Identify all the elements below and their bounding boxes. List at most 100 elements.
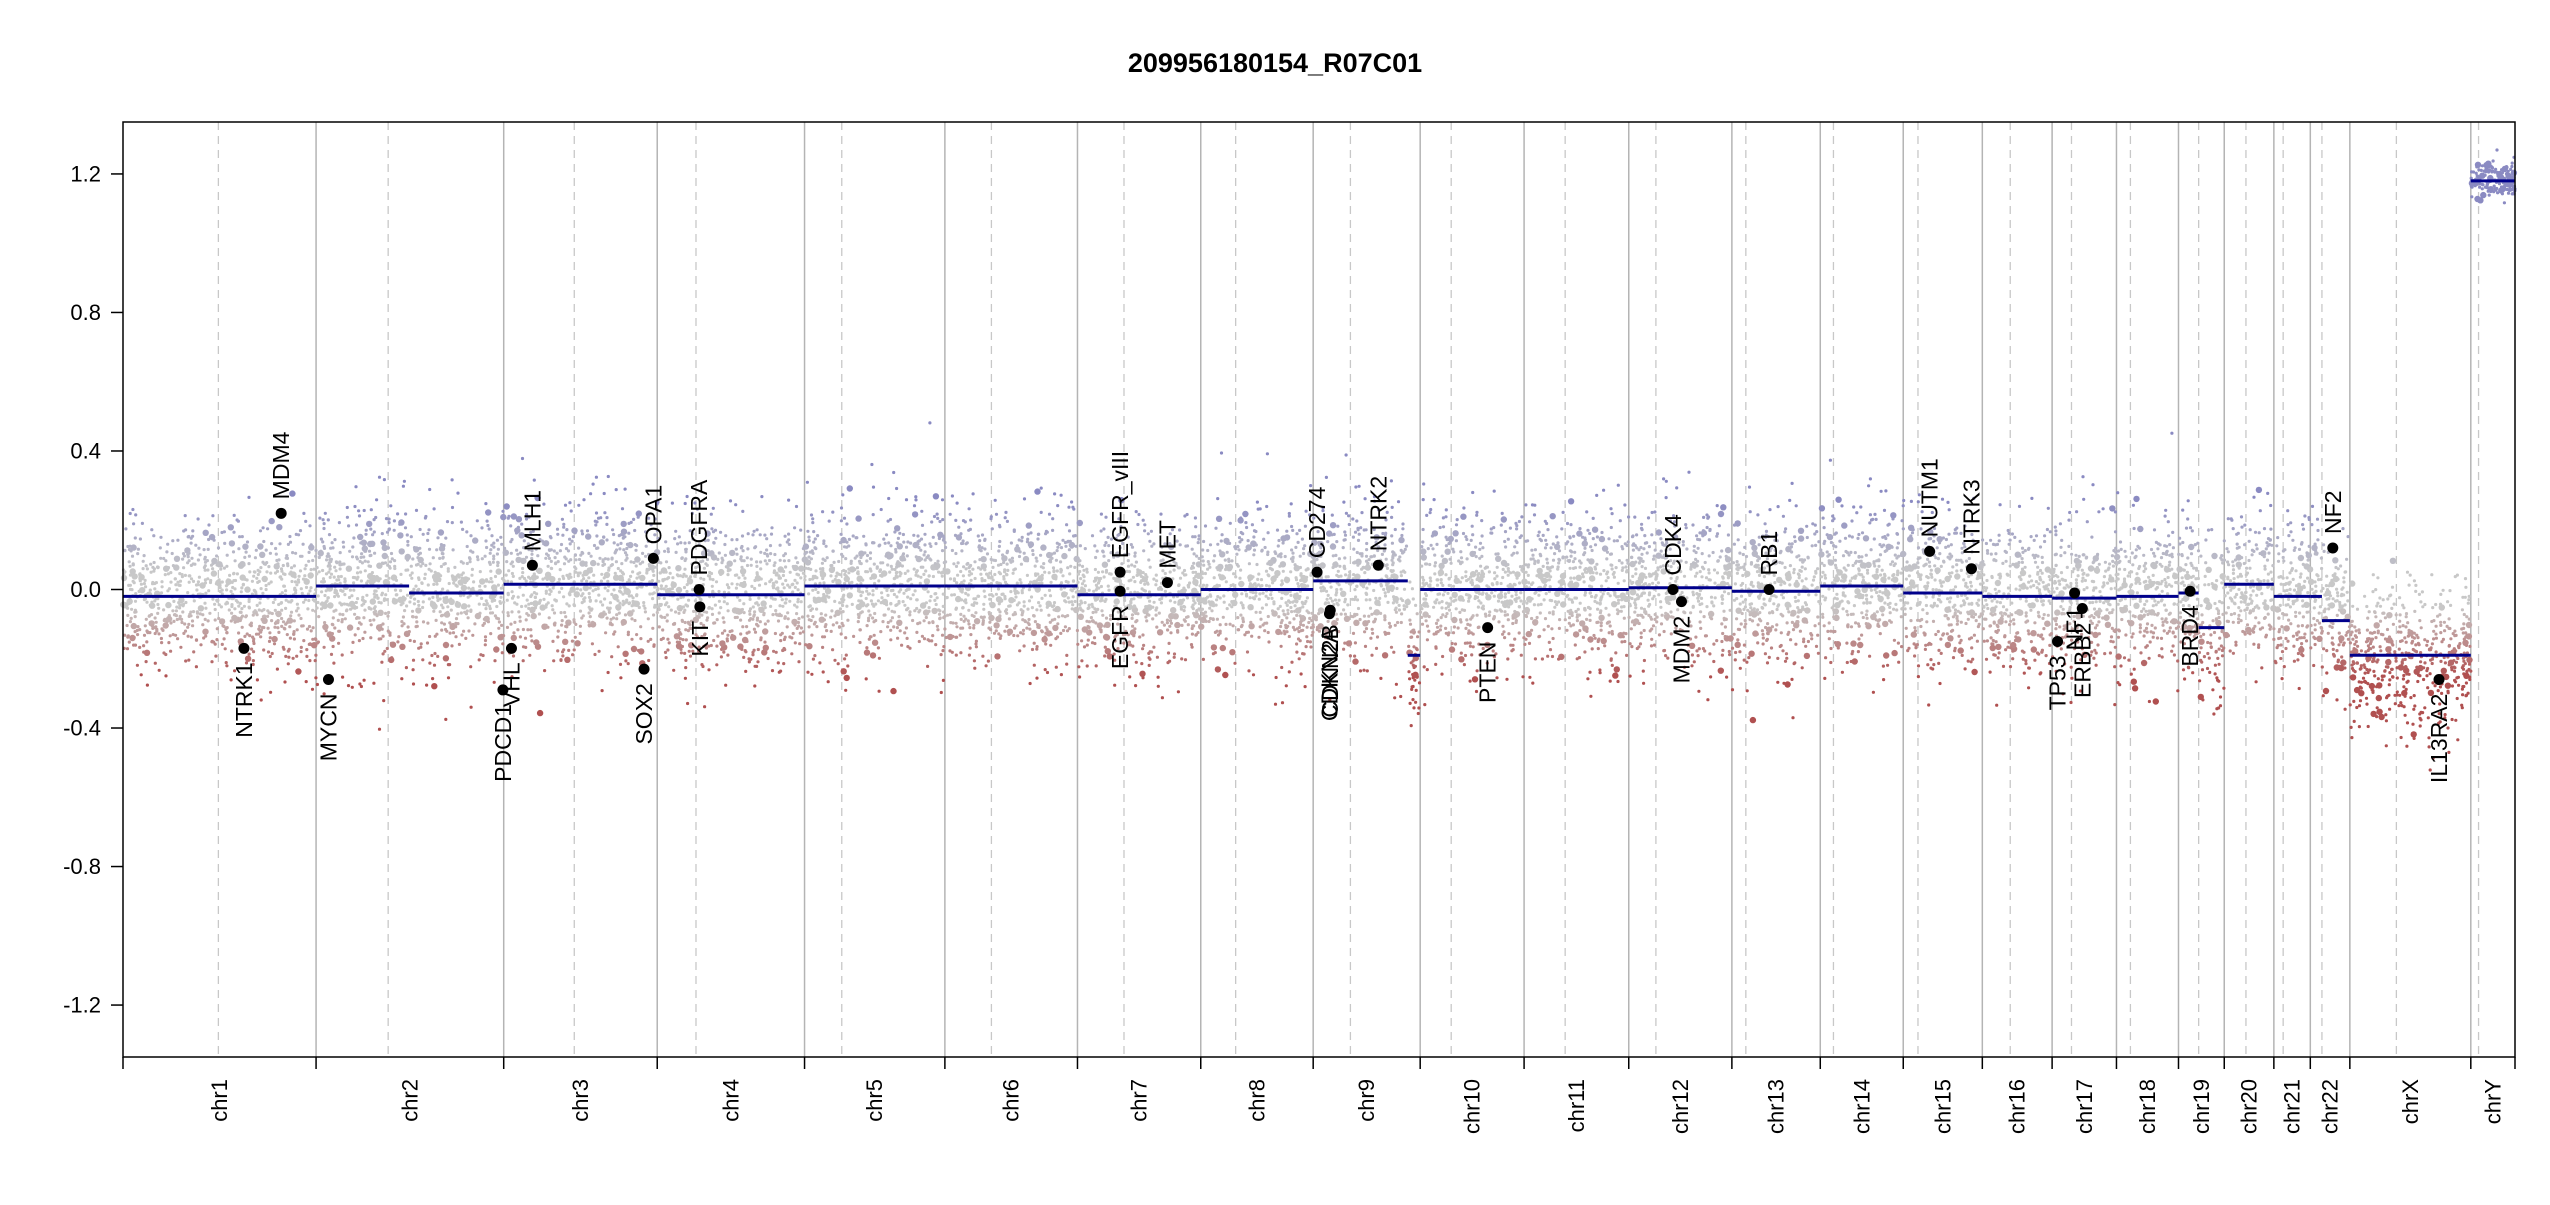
probe-point bbox=[1267, 531, 1270, 534]
probe-point bbox=[314, 610, 317, 613]
probe-point bbox=[1060, 588, 1063, 591]
probe-point bbox=[1225, 580, 1228, 583]
probe-point bbox=[223, 530, 226, 533]
probe-point bbox=[873, 563, 876, 566]
probe-point bbox=[942, 593, 945, 596]
probe-point bbox=[346, 516, 349, 519]
probe-point bbox=[444, 718, 447, 721]
probe-point bbox=[699, 577, 702, 580]
probe-point bbox=[1201, 548, 1204, 551]
probe-point bbox=[506, 580, 509, 583]
probe-point bbox=[1158, 612, 1161, 615]
probe-point bbox=[292, 657, 295, 660]
probe-point bbox=[1013, 589, 1016, 592]
probe-point bbox=[385, 517, 388, 520]
probe-point bbox=[322, 527, 325, 530]
probe-point bbox=[1222, 576, 1225, 579]
probe-point bbox=[199, 643, 202, 646]
probe-point bbox=[892, 625, 895, 628]
probe-point bbox=[628, 578, 631, 581]
probe-point bbox=[390, 642, 393, 645]
probe-point bbox=[712, 541, 715, 544]
probe-point bbox=[972, 492, 975, 495]
probe-point bbox=[714, 537, 717, 540]
probe-point bbox=[1272, 602, 1275, 605]
probe-point bbox=[1077, 520, 1083, 526]
probe-point bbox=[867, 609, 870, 612]
probe-point bbox=[188, 574, 191, 577]
probe-point bbox=[211, 598, 214, 601]
probe-point bbox=[282, 648, 285, 651]
probe-point bbox=[913, 609, 916, 612]
probe-point bbox=[1102, 527, 1105, 530]
probe-point bbox=[1184, 573, 1187, 576]
probe-point bbox=[1097, 587, 1100, 590]
probe-point bbox=[825, 629, 828, 632]
probe-point bbox=[973, 659, 976, 662]
probe-point bbox=[1254, 591, 1257, 594]
probe-point bbox=[1107, 589, 1110, 592]
probe-point bbox=[456, 585, 459, 588]
probe-point bbox=[968, 507, 971, 510]
probe-point bbox=[184, 528, 187, 531]
probe-point bbox=[255, 577, 258, 580]
probe-point bbox=[1014, 567, 1017, 570]
probe-point bbox=[859, 562, 862, 565]
probe-point bbox=[232, 572, 235, 575]
probe-point bbox=[702, 578, 705, 581]
probe-point bbox=[1265, 570, 1268, 573]
probe-point bbox=[1013, 599, 1016, 602]
probe-point bbox=[1234, 575, 1237, 578]
probe-point bbox=[225, 588, 228, 591]
probe-point bbox=[268, 611, 271, 614]
probe-point bbox=[488, 561, 491, 564]
probe-point bbox=[480, 597, 483, 600]
probe-point bbox=[353, 613, 356, 616]
probe-point bbox=[1288, 670, 1291, 673]
probe-point bbox=[599, 516, 602, 519]
probe-point bbox=[1248, 562, 1251, 565]
probe-point bbox=[206, 577, 209, 580]
probe-point bbox=[1294, 563, 1297, 566]
probe-point bbox=[930, 520, 933, 523]
probe-point bbox=[1148, 600, 1151, 603]
probe-point bbox=[302, 543, 305, 546]
probe-point bbox=[397, 597, 403, 603]
probe-point bbox=[743, 611, 746, 614]
probe-point bbox=[1216, 618, 1219, 621]
probe-point bbox=[510, 590, 513, 593]
probe-point bbox=[289, 571, 292, 574]
probe-point bbox=[991, 575, 994, 578]
probe-point bbox=[1258, 598, 1261, 601]
probe-point bbox=[323, 522, 326, 525]
probe-point bbox=[726, 634, 729, 637]
probe-point bbox=[865, 597, 868, 600]
probe-point bbox=[557, 560, 560, 563]
probe-point bbox=[811, 521, 814, 524]
probe-point bbox=[1087, 639, 1090, 642]
probe-point bbox=[631, 604, 634, 607]
probe-point bbox=[585, 561, 588, 564]
probe-point bbox=[714, 604, 717, 607]
probe-point bbox=[172, 564, 175, 567]
probe-point bbox=[1184, 620, 1187, 623]
probe-point bbox=[479, 570, 482, 573]
probe-point bbox=[134, 536, 137, 539]
probe-point bbox=[669, 572, 672, 575]
probe-point bbox=[806, 615, 809, 618]
probe-point bbox=[246, 540, 249, 543]
probe-point bbox=[620, 533, 623, 536]
probe-point bbox=[569, 558, 572, 561]
probe-point bbox=[259, 566, 262, 569]
probe-point bbox=[913, 568, 916, 571]
probe-point bbox=[1136, 568, 1139, 571]
probe-point bbox=[280, 601, 283, 604]
probe-point bbox=[353, 505, 356, 508]
probe-point bbox=[1170, 607, 1176, 613]
probe-point bbox=[544, 576, 547, 579]
probe-point bbox=[847, 544, 850, 547]
probe-point bbox=[1201, 608, 1204, 611]
probe-point bbox=[348, 550, 351, 553]
probe-point bbox=[774, 598, 777, 601]
probe-point bbox=[1120, 562, 1123, 565]
